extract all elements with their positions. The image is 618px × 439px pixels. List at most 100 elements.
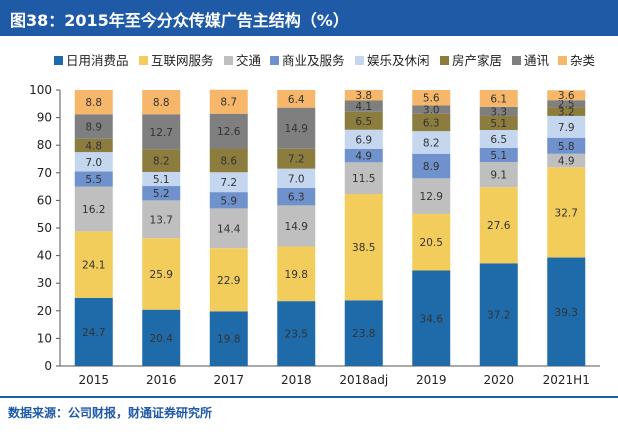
bar-2018-4 [277,168,316,188]
y-tick-label-8: 80 [37,138,52,152]
data-label-2019-4: 8.2 [423,137,440,149]
bar-2018-7 [277,90,316,108]
bar-2017-4 [209,172,248,193]
data-label-2016-1: 25.9 [150,269,173,281]
data-label-2020-2: 9.1 [490,170,507,182]
data-label-2017-7: 8.7 [220,97,237,109]
chart-title: 图38：2015年至今分众传媒广告主结构（%） [10,11,349,30]
bar-2015-6 [74,114,113,139]
x-tick-label-1: 2016 [146,373,177,387]
data-label-2015-2: 16.2 [82,204,105,216]
data-label-2021H1-3: 5.8 [558,141,575,153]
y-tick-label-6: 60 [37,193,52,207]
bar-2021H1-5 [547,107,586,116]
data-label-2016-7: 8.8 [153,97,170,109]
data-label-2019-1: 20.5 [420,237,443,249]
data-label-2017-0: 19.8 [217,334,240,346]
data-label-2019-0: 34.6 [420,313,444,325]
data-label-2015-6: 8.9 [85,122,102,134]
data-label-2018adj-0: 23.8 [352,328,375,340]
data-label-2021H1-5: 3.2 [558,107,575,119]
data-label-2019-6: 3.0 [423,105,440,117]
stacked-bar-chart: 日用消费品 互联网服务 交通 商业及服务 娱乐及休闲 房产家居 通讯 杂类 0 10 20 30 40 5… [29,53,600,387]
bar-2018adj-1 [344,194,383,301]
data-label-2018adj-6: 4.1 [355,101,372,113]
data-label-2019-5: 6.3 [423,117,440,129]
bar-2018-5 [277,148,316,169]
bar-2015-1 [74,231,113,298]
y-tick-label-10: 100 [29,83,52,97]
data-label-2016-0: 20.4 [150,333,174,345]
data-label-2016-3: 5.2 [153,188,170,200]
data-label-2018adj-5: 6.5 [355,116,372,128]
data-label-2021H1-2: 4.9 [558,156,575,168]
data-label-2015-7: 8.8 [85,97,102,109]
bar-2016-4 [142,171,181,187]
data-label-2020-4: 6.5 [490,134,507,146]
bar-2021H1-3 [547,137,586,154]
data-label-2021H1-7: 3.6 [558,90,575,102]
data-label-2021H1-6: 2.5 [558,99,575,111]
data-label-2018adj-3: 4.9 [355,151,372,163]
y-tick-label-0: 0 [44,359,52,373]
bar-2016-0 [142,309,181,366]
legend-label-2: 交通 [236,53,262,68]
bar-2017-0 [209,311,248,366]
bar-2015-5 [74,138,113,153]
bar-2015-2 [74,186,113,232]
bar-2020-7 [479,90,518,107]
legend-swatch-1 [139,56,148,65]
bar-2018-0 [277,301,316,366]
bar-2015-3 [74,171,113,187]
title-bar: 图38：2015年至今分众传媒广告主结构（%） [0,0,618,36]
legend-swatch-5 [440,56,449,65]
y-tick-label-5: 50 [37,221,52,235]
bar-2018adj-4 [344,129,383,149]
y-tick-label-4: 40 [37,249,52,263]
bar-2017-2 [209,208,248,249]
x-tick-label-3: 2018 [281,373,312,387]
bar-2016-7 [142,90,181,115]
source-divider [0,396,618,398]
bar-2018-1 [277,246,316,302]
bar-2017-1 [209,248,248,312]
y-tick-label-7: 70 [37,166,52,180]
bar-2018adj-2 [344,162,383,195]
bar-2019-0 [412,270,451,366]
data-label-2018-4: 7.0 [288,173,305,185]
bar-2020-0 [479,263,518,366]
bar-2019-7 [412,90,451,106]
data-label-2018-6: 14.9 [285,123,308,135]
data-label-2015-4: 7.0 [85,157,102,169]
bar-2019-3 [412,153,451,179]
bar-2020-4 [479,130,518,148]
data-label-2018-7: 6.4 [288,94,305,106]
x-tick-label-7: 2021H1 [543,373,590,387]
data-label-2017-4: 7.2 [220,177,237,189]
data-label-2017-2: 14.4 [217,223,241,235]
bar-2015-4 [74,152,113,172]
data-label-2018-0: 23.5 [285,329,308,341]
bar-2019-6 [412,105,451,114]
bar-2018adj-3 [344,148,383,163]
bar-2018-6 [277,107,316,149]
x-tick-label-0: 2015 [78,373,109,387]
data-label-2020-3: 5.1 [490,150,507,162]
bar-2021H1-0 [547,257,586,366]
legend-label-0: 日用消费品 [66,53,129,68]
data-label-2020-7: 6.1 [490,93,507,105]
x-tick-label-6: 2020 [483,373,514,387]
legend-label-4: 娱乐及休闲 [367,53,430,68]
data-label-2015-0: 24.7 [82,327,105,339]
legend-label-5: 房产家居 [452,53,502,68]
legend-label-6: 通讯 [524,53,550,68]
data-label-2019-7: 5.6 [423,93,440,105]
bar-2017-5 [209,148,248,173]
bar-2021H1-6 [547,100,586,108]
data-label-2015-1: 24.1 [82,260,105,272]
bar-2015-0 [74,297,113,366]
data-label-2017-3: 5.9 [220,195,237,207]
bar-2018adj-5 [344,111,383,130]
data-label-2017-5: 8.6 [220,155,237,167]
bar-2019-2 [412,178,451,214]
